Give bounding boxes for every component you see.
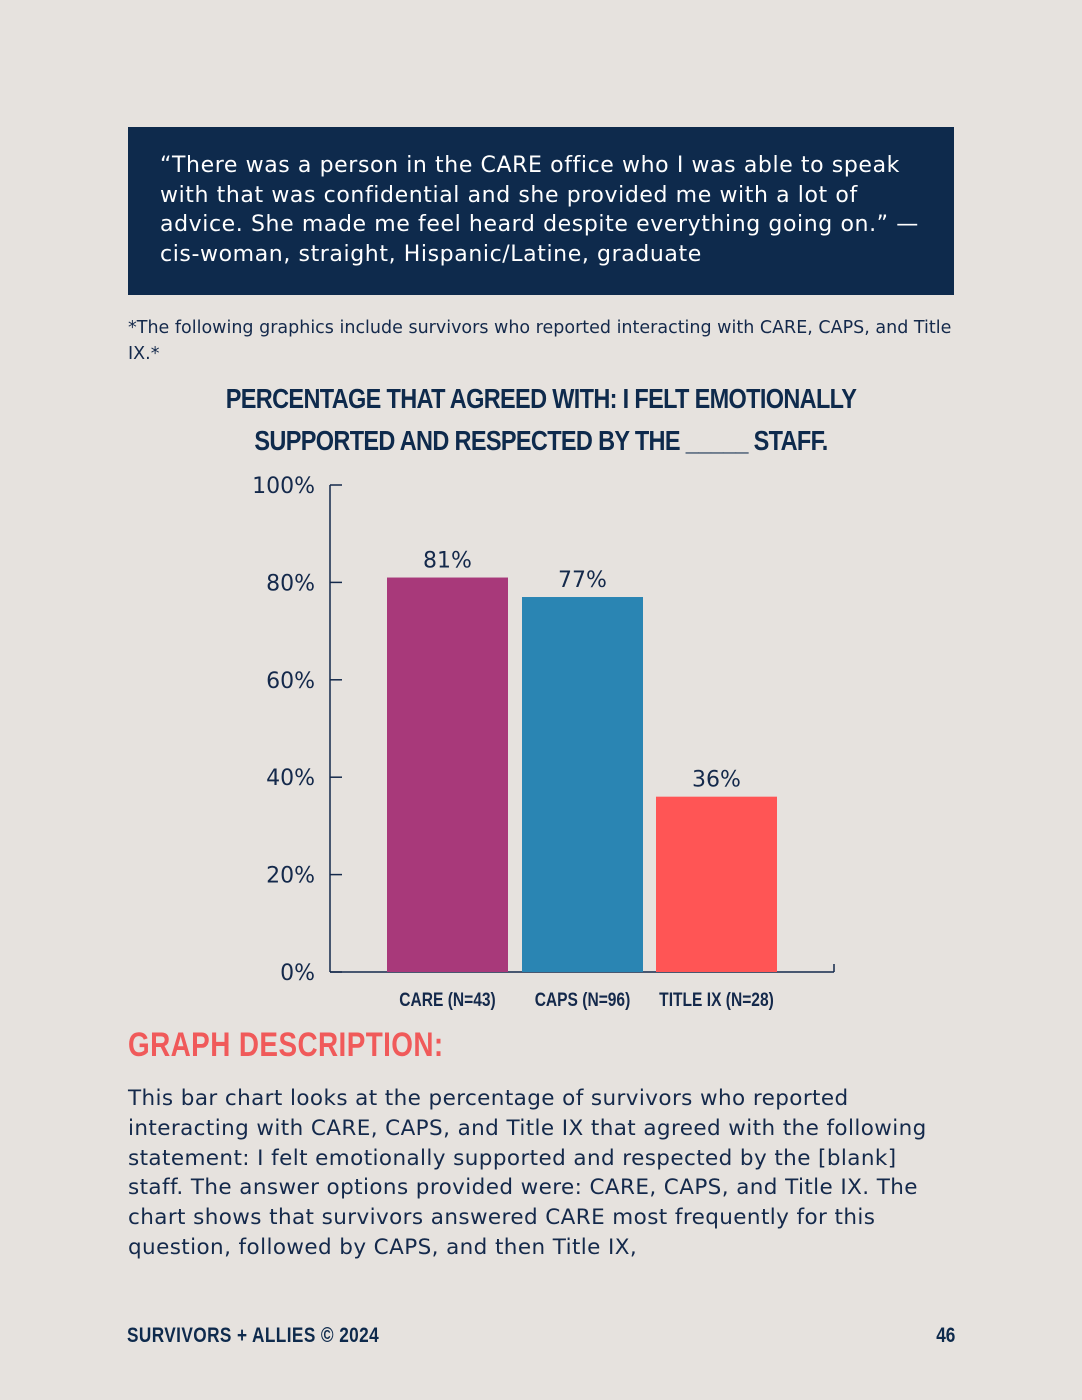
bar (387, 577, 508, 972)
footnote: *The following graphics include survivor… (128, 318, 952, 364)
quote-text: “There was a person in the CARE office w… (160, 153, 919, 267)
graph-description-heading: GRAPH DESCRIPTION: (128, 1026, 444, 1064)
data-label: 81% (423, 549, 472, 574)
y-tick-label: 0% (280, 961, 315, 986)
category-label: TITLE IX (N=28) (659, 989, 774, 1011)
y-tick-label: 100% (252, 474, 315, 499)
y-tick-label: 40% (266, 766, 315, 791)
data-label: 36% (692, 768, 741, 793)
category-label: CARE (N=43) (399, 989, 495, 1011)
data-label: 77% (558, 568, 607, 593)
y-tick-label: 80% (266, 571, 315, 596)
category-label: CAPS (N=96) (535, 989, 631, 1011)
bar-chart: 0% 20% 40% 60% 80% 100% 81% CARE (N=43) 77% CAPS … (252, 474, 835, 1011)
y-tick-label: 60% (266, 669, 315, 694)
graph-description-body: This bar chart looks at the percentage o… (128, 1086, 927, 1260)
bar (656, 796, 777, 972)
quote-box: “There was a person in the CARE office w… (128, 127, 954, 295)
bar (522, 597, 643, 972)
chart-title: Percentage that agreed with: I felt emot… (225, 383, 857, 456)
footer-copyright: SURVIVORS + ALLIES © 2024 (127, 1324, 380, 1347)
y-tick-label: 20% (266, 864, 315, 889)
page-number: 46 (935, 1324, 955, 1347)
